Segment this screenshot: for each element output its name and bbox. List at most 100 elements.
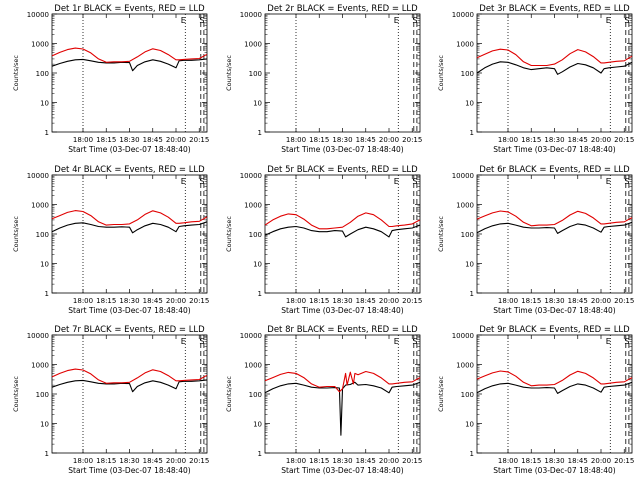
y-axis-label: Counts/sec xyxy=(225,376,233,412)
plot-frame xyxy=(476,174,633,294)
y-tick-label: 1000 xyxy=(456,202,474,210)
y-tick-label: 1 xyxy=(258,129,262,137)
event-marker-label: S xyxy=(624,16,629,25)
x-tick-label: 20:15 xyxy=(189,136,209,144)
y-tick-label: 100 xyxy=(461,70,474,78)
detector-panel-6: Det 6r BLACK = Events, RED = LLD Counts/s… xyxy=(437,165,634,315)
event-marker-label: S xyxy=(412,16,417,25)
lld-series-line xyxy=(51,210,208,226)
x-axis-label: Start Time (03-Dec-07 18:48:40) xyxy=(68,306,190,315)
x-tick-label: 18:15 xyxy=(309,297,329,305)
y-tick-label: 1000 xyxy=(244,362,262,370)
x-tick-label: 18:45 xyxy=(143,136,163,144)
event-marker-label: S xyxy=(624,337,629,346)
y-tick-label: 1000 xyxy=(456,362,474,370)
x-tick-label: 20:15 xyxy=(614,457,634,465)
y-tick-label: 10000 xyxy=(452,11,474,19)
x-tick-label: 18:00 xyxy=(286,457,306,465)
lld-series-line xyxy=(476,370,633,387)
x-tick-label: 20:15 xyxy=(189,457,209,465)
x-tick-label: 20:00 xyxy=(591,457,611,465)
x-tick-label: 18:30 xyxy=(119,457,139,465)
event-marker-label: E xyxy=(606,337,611,346)
y-tick-label: 100 xyxy=(249,231,262,239)
x-axis-label: Start Time (03-Dec-07 18:48:40) xyxy=(493,466,615,475)
plot-frame xyxy=(51,13,208,133)
y-tick-label: 100 xyxy=(461,391,474,399)
x-tick-label: 18:15 xyxy=(521,457,541,465)
x-tick-label: 18:15 xyxy=(521,297,541,305)
x-tick-label: 18:45 xyxy=(568,297,588,305)
y-tick-label: 10 xyxy=(40,421,49,429)
plot-frame xyxy=(264,174,421,294)
x-tick-label: 18:45 xyxy=(143,297,163,305)
y-tick-label: 10 xyxy=(253,421,262,429)
y-tick-label: 1 xyxy=(470,129,474,137)
events-series-line xyxy=(476,61,633,75)
events-series-line xyxy=(51,221,208,234)
y-tick-label: 1000 xyxy=(244,41,262,49)
detector-panel-4: Det 4r BLACK = Events, RED = LLD Counts/s… xyxy=(12,165,209,315)
y-tick-label: 10 xyxy=(40,261,49,269)
plot-frame xyxy=(476,334,633,454)
y-tick-label: 10000 xyxy=(240,332,262,340)
y-tick-label: 1 xyxy=(470,450,474,458)
events-series-line xyxy=(476,221,633,234)
x-tick-label: 20:00 xyxy=(591,297,611,305)
event-marker-label: S xyxy=(199,16,204,25)
y-axis-label: Counts/sec xyxy=(437,376,445,412)
x-axis-label: Start Time (03-Dec-07 18:48:40) xyxy=(68,466,190,475)
x-tick-label: 18:30 xyxy=(544,457,564,465)
events-series-line xyxy=(264,224,421,238)
lld-series-line xyxy=(264,370,421,393)
y-tick-label: 10000 xyxy=(452,172,474,180)
chart-title: Det 2r BLACK = Events, RED = LLD xyxy=(267,4,418,14)
y-tick-label: 1 xyxy=(45,290,49,298)
y-tick-label: 100 xyxy=(36,391,49,399)
x-tick-label: 18:00 xyxy=(73,297,93,305)
y-tick-label: 1 xyxy=(258,290,262,298)
y-tick-label: 1 xyxy=(470,290,474,298)
x-tick-label: 20:00 xyxy=(379,297,399,305)
x-tick-label: 20:15 xyxy=(402,136,422,144)
detector-panel-2: Det 2r BLACK = Events, RED = LLD Counts/s… xyxy=(225,4,422,154)
x-tick-label: 18:45 xyxy=(143,457,163,465)
y-tick-label: 10000 xyxy=(27,332,49,340)
event-marker-label: E xyxy=(394,16,399,25)
x-tick-label: 18:00 xyxy=(498,136,518,144)
y-tick-label: 1 xyxy=(258,450,262,458)
y-tick-label: 10000 xyxy=(240,11,262,19)
y-tick-label: 10000 xyxy=(27,11,49,19)
x-axis-label: Start Time (03-Dec-07 18:48:40) xyxy=(281,466,403,475)
lld-series-line xyxy=(51,47,208,63)
x-axis-label: Start Time (03-Dec-07 18:48:40) xyxy=(493,145,615,154)
event-marker-label: E xyxy=(394,337,399,346)
x-axis-label: Start Time (03-Dec-07 18:48:40) xyxy=(281,306,403,315)
lld-series-line xyxy=(264,212,421,230)
chart-title: Det 7r BLACK = Events, RED = LLD xyxy=(54,325,205,335)
x-tick-label: 18:30 xyxy=(544,297,564,305)
x-tick-label: 18:30 xyxy=(332,457,352,465)
events-series-line xyxy=(476,381,633,394)
lld-series-line xyxy=(476,210,633,227)
x-tick-label: 18:45 xyxy=(356,136,376,144)
y-tick-label: 10 xyxy=(465,100,474,108)
y-tick-label: 10 xyxy=(253,100,262,108)
y-tick-label: 1000 xyxy=(244,202,262,210)
x-tick-label: 18:00 xyxy=(498,297,518,305)
event-marker-label: E xyxy=(394,177,399,186)
event-marker-label: E xyxy=(181,337,186,346)
chart-title: Det 6r BLACK = Events, RED = LLD xyxy=(479,165,630,175)
x-tick-label: 18:15 xyxy=(521,136,541,144)
y-tick-label: 10 xyxy=(465,421,474,429)
y-tick-label: 1000 xyxy=(31,41,49,49)
y-tick-label: 1 xyxy=(45,129,49,137)
detector-panel-5: Det 5r BLACK = Events, RED = LLD Counts/s… xyxy=(225,165,422,315)
x-axis-label: Start Time (03-Dec-07 18:48:40) xyxy=(493,306,615,315)
event-marker-label: S xyxy=(199,177,204,186)
x-tick-label: 20:15 xyxy=(402,457,422,465)
chart-title: Det 8r BLACK = Events, RED = LLD xyxy=(267,325,418,335)
y-tick-label: 1000 xyxy=(31,202,49,210)
lld-series-line xyxy=(51,368,208,384)
y-tick-label: 10000 xyxy=(240,172,262,180)
